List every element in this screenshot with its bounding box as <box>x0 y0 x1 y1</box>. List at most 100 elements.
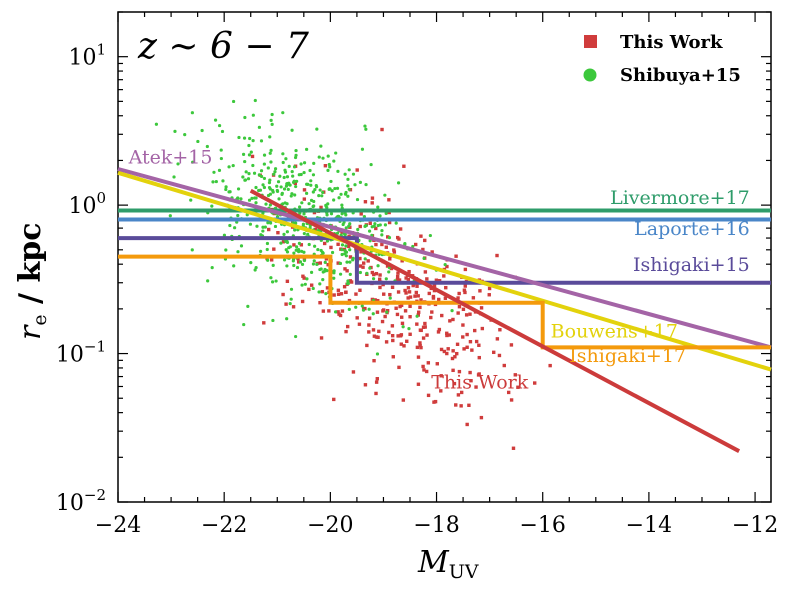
this-work-point <box>423 321 427 326</box>
shibuya-point <box>396 181 401 185</box>
this-work-point <box>387 220 392 225</box>
shibuya-point <box>384 277 388 281</box>
shibuya-point <box>321 270 325 274</box>
this-work-point <box>342 285 347 289</box>
legend-label-shibuya: Shibuya+15 <box>620 65 741 86</box>
shibuya-point <box>415 314 419 318</box>
shibuya-point <box>383 193 387 197</box>
shibuya-point <box>289 287 294 291</box>
this-work-point <box>395 277 400 282</box>
this-work-point <box>445 351 449 356</box>
shibuya-point <box>220 129 225 134</box>
this-work-point <box>408 304 412 308</box>
this-work-point <box>455 351 459 356</box>
this-work-point <box>398 227 403 231</box>
shibuya-point <box>282 258 287 262</box>
shibuya-point <box>313 244 317 248</box>
shibuya-point <box>281 152 285 156</box>
shibuya-point <box>273 167 278 171</box>
this-work-point <box>477 343 481 347</box>
shibuya-point <box>300 283 304 287</box>
this-work-point <box>384 340 389 344</box>
shibuya-point <box>294 248 298 252</box>
shibuya-point <box>367 307 371 311</box>
shibuya-point <box>224 185 228 189</box>
this-work-point <box>355 316 359 320</box>
this-work-point <box>299 243 304 247</box>
this-work-point <box>479 306 484 310</box>
shibuya-point <box>327 162 331 167</box>
shibuya-point <box>332 276 336 280</box>
this-work-point <box>338 313 343 318</box>
this-work-point <box>318 300 322 305</box>
shibuya-point <box>257 125 261 129</box>
shibuya-point <box>236 196 240 200</box>
shibuya-point <box>253 98 257 103</box>
this-work-point <box>296 256 300 261</box>
shibuya-point <box>312 161 316 165</box>
this-work-point <box>262 321 266 325</box>
shibuya-point <box>317 290 321 294</box>
this-work-point <box>533 381 537 385</box>
this-work-point <box>340 309 345 313</box>
shibuya-point <box>206 279 210 283</box>
shibuya-point <box>259 249 263 253</box>
shibuya-point <box>228 223 232 228</box>
shibuya-point <box>279 241 283 245</box>
shibuya-point <box>247 172 251 176</box>
this-work-point <box>456 311 460 315</box>
shibuya-point <box>344 254 348 258</box>
shibuya-point <box>292 165 297 169</box>
this-work-point <box>302 276 306 280</box>
shibuya-point <box>261 183 265 187</box>
this-work-point <box>375 377 380 381</box>
this-work-point <box>462 347 466 351</box>
shibuya-point <box>375 352 380 356</box>
this-work-point <box>269 258 274 262</box>
shibuya-point <box>346 281 350 286</box>
shibuya-point <box>351 256 355 260</box>
this-work-point <box>336 292 341 297</box>
this-work-point <box>502 363 506 368</box>
this-work-point <box>366 259 370 263</box>
this-work-point <box>388 257 392 261</box>
shibuya-point <box>232 264 236 268</box>
this-work-point <box>395 312 400 317</box>
shibuya-point <box>365 271 369 275</box>
this-work-point <box>468 312 472 316</box>
shibuya-point <box>285 202 289 206</box>
this-work-point <box>377 329 381 334</box>
shibuya-point <box>305 191 309 195</box>
shibuya-point <box>249 261 253 265</box>
this-work-point <box>408 315 412 319</box>
shibuya-point <box>227 190 231 194</box>
shibuya-point <box>285 175 290 179</box>
this-work-point <box>463 290 467 295</box>
this-work-point <box>463 267 468 272</box>
this-work-point <box>451 317 455 322</box>
shibuya-point <box>343 249 347 253</box>
this-work-point <box>467 403 471 407</box>
shibuya-point <box>384 211 388 215</box>
line-atek-15 <box>117 167 772 350</box>
shibuya-point <box>298 205 302 209</box>
shibuya-point <box>299 172 303 177</box>
this-work-point <box>419 345 423 350</box>
this-work-point <box>365 343 369 348</box>
shibuya-point <box>309 198 314 203</box>
shibuya-point <box>348 260 352 264</box>
shibuya-point <box>328 165 332 169</box>
shibuya-point <box>236 213 240 218</box>
this-work-point <box>474 385 478 389</box>
shibuya-point <box>300 262 305 267</box>
this-work-point <box>421 364 425 369</box>
shibuya-point <box>356 227 360 232</box>
shibuya-point <box>361 308 366 312</box>
this-work-point <box>307 287 311 292</box>
x-tick-label: −20 <box>307 513 353 538</box>
shibuya-point <box>294 184 298 189</box>
this-work-point <box>363 200 368 204</box>
shibuya-point <box>338 272 343 276</box>
shibuya-point <box>348 272 352 276</box>
shibuya-point <box>289 297 293 301</box>
